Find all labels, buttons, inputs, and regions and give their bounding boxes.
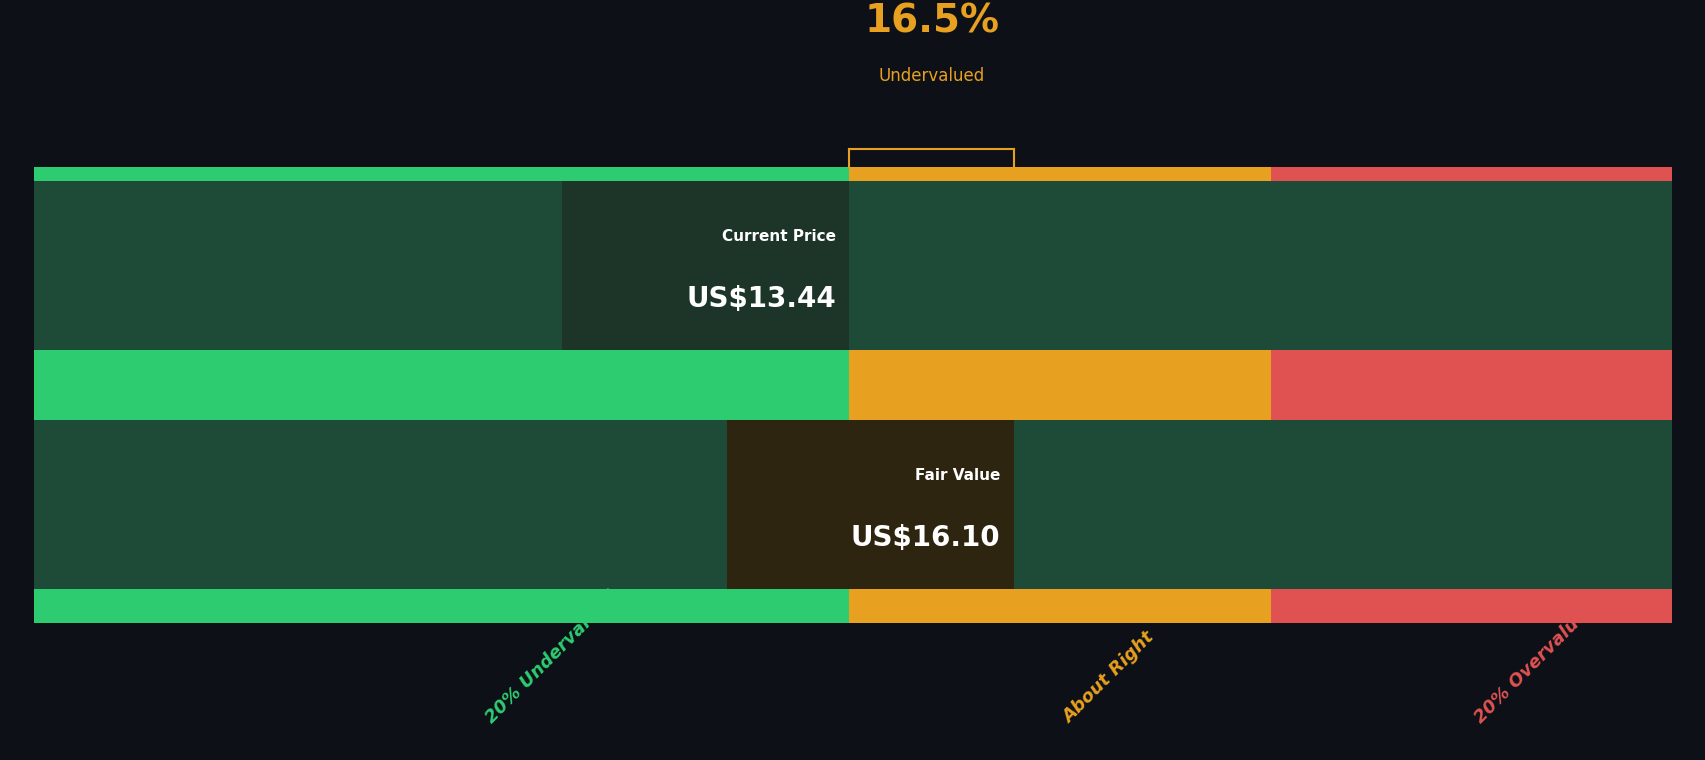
- Bar: [34, 420, 1671, 589]
- Text: 20% Overvalued: 20% Overvalued: [1470, 597, 1599, 727]
- Text: Fair Value: Fair Value: [914, 468, 999, 483]
- Bar: [849, 167, 1270, 623]
- Text: Undervalued: Undervalued: [878, 67, 984, 85]
- Text: Current Price: Current Price: [721, 229, 835, 244]
- Bar: [563, 181, 849, 350]
- Text: US$16.10: US$16.10: [851, 524, 999, 553]
- Bar: [34, 167, 849, 623]
- Text: US$13.44: US$13.44: [685, 285, 835, 313]
- Text: 16.5%: 16.5%: [864, 2, 999, 40]
- Bar: [34, 181, 1671, 350]
- Text: About Right: About Right: [1059, 629, 1158, 727]
- Bar: [1270, 167, 1671, 623]
- Text: 20% Undervalued: 20% Undervalued: [483, 588, 621, 727]
- Bar: [726, 420, 1013, 589]
